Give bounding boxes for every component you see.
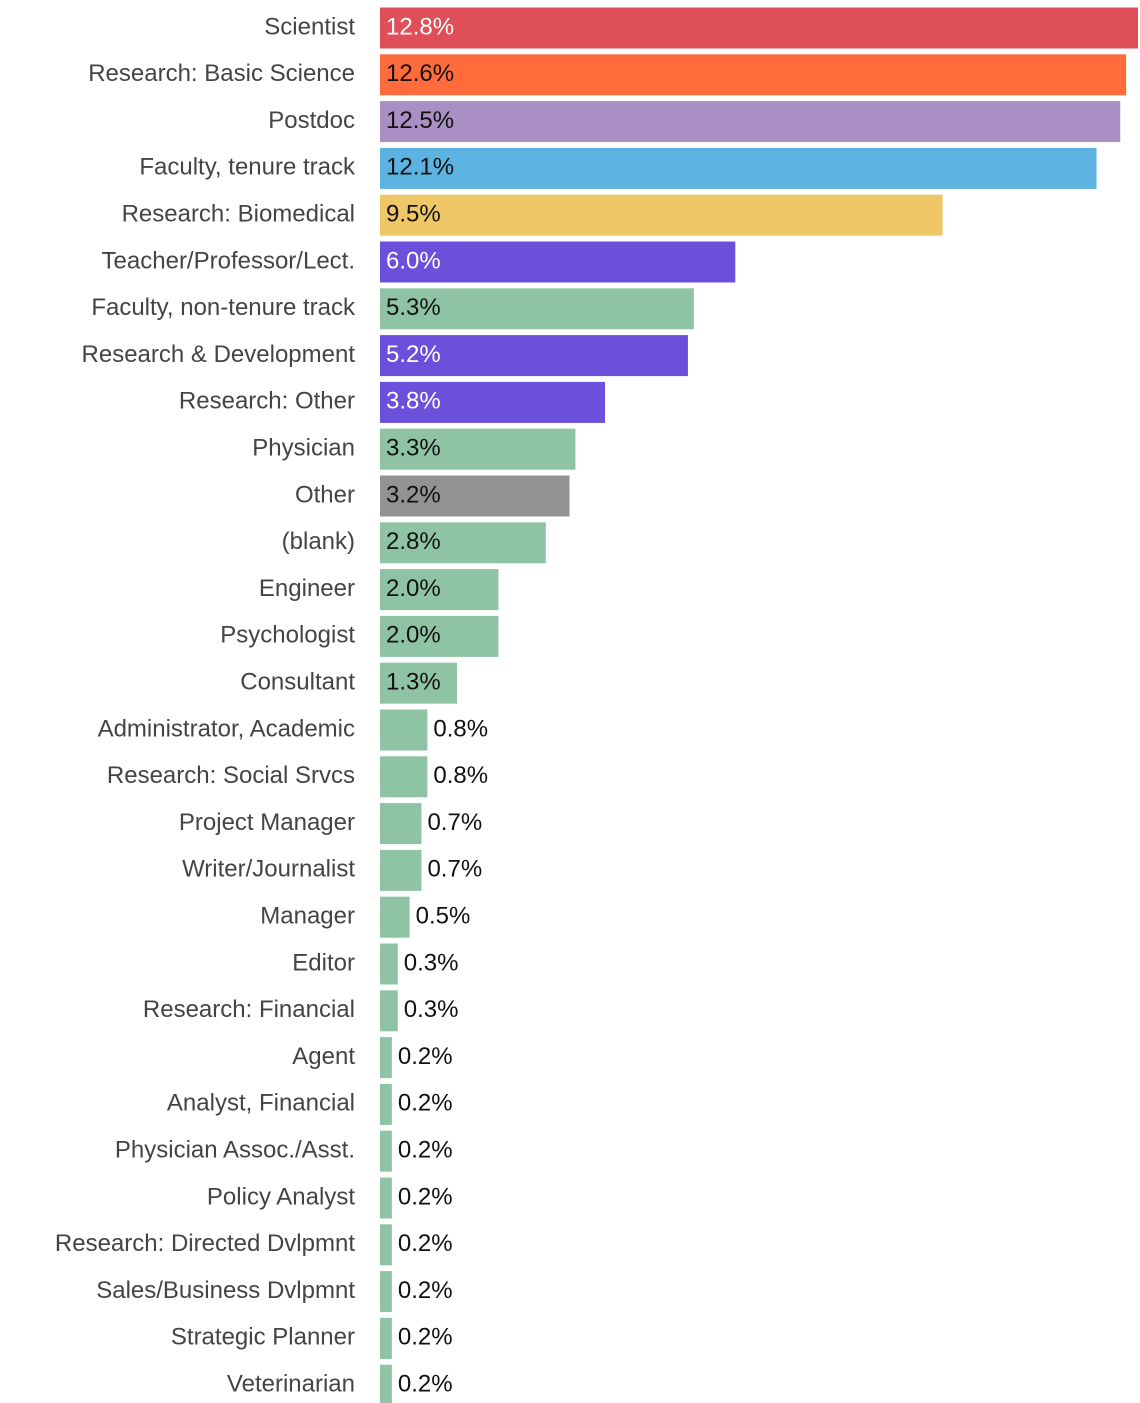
value-label: 0.2% xyxy=(398,1183,453,1210)
category-label: Research: Financial xyxy=(143,996,355,1023)
category-label: Research: Other xyxy=(179,388,355,415)
category-label: Physician Assoc./Asst. xyxy=(115,1137,355,1164)
bar xyxy=(380,1177,392,1219)
bar xyxy=(380,428,576,470)
bar xyxy=(380,475,570,517)
category-label: Administrator, Academic xyxy=(98,715,355,742)
value-label: 2.0% xyxy=(386,622,441,649)
bar xyxy=(380,943,398,985)
bar xyxy=(380,1083,392,1125)
value-label: 0.8% xyxy=(433,762,488,789)
bar xyxy=(380,1271,392,1313)
bar xyxy=(380,194,943,236)
category-label: (blank) xyxy=(282,528,355,555)
bar xyxy=(380,569,499,611)
value-label: 0.5% xyxy=(416,903,471,930)
value-label: 0.2% xyxy=(398,1324,453,1351)
category-label: Research: Biomedical xyxy=(122,201,355,228)
bar xyxy=(380,54,1127,96)
category-label: Analyst, Financial xyxy=(167,1090,355,1117)
category-label: Research: Basic Science xyxy=(88,60,355,87)
category-label: Scientist xyxy=(264,13,355,40)
category-label: Manager xyxy=(260,903,355,930)
bar xyxy=(380,335,688,377)
value-label: 5.3% xyxy=(386,294,441,321)
bar xyxy=(380,7,1138,49)
value-label: 12.5% xyxy=(386,107,454,134)
category-label: Writer/Journalist xyxy=(182,856,355,883)
bar xyxy=(380,381,606,423)
value-label: 0.7% xyxy=(427,809,482,836)
value-label: 9.5% xyxy=(386,201,441,228)
bar xyxy=(380,522,546,564)
value-label: 12.8% xyxy=(386,13,454,40)
category-label: Agent xyxy=(292,1043,355,1070)
value-label: 0.3% xyxy=(404,949,459,976)
category-label: Consultant xyxy=(240,669,355,696)
value-label: 0.2% xyxy=(398,1137,453,1164)
category-label: Teacher/Professor/Lect. xyxy=(102,247,355,274)
category-label: Research & Development xyxy=(82,341,356,368)
category-label: Faculty, non-tenure track xyxy=(91,294,356,321)
category-label: Other xyxy=(295,481,355,508)
value-label: 12.6% xyxy=(386,60,454,87)
category-label: Sales/Business Dvlpmnt xyxy=(96,1277,355,1304)
bar xyxy=(380,241,736,283)
category-label: Research: Social Srvcs xyxy=(107,762,355,789)
bar xyxy=(380,1130,392,1172)
category-label: Research: Directed Dvlpmnt xyxy=(55,1230,355,1257)
value-label: 0.2% xyxy=(398,1230,453,1257)
value-label: 0.2% xyxy=(398,1371,453,1398)
value-label: 1.3% xyxy=(386,669,441,696)
category-label: Postdoc xyxy=(268,107,355,134)
value-label: 6.0% xyxy=(386,247,441,274)
bar xyxy=(380,1224,392,1266)
bar xyxy=(380,990,398,1032)
category-label: Psychologist xyxy=(220,622,355,649)
value-label: 2.0% xyxy=(386,575,441,602)
bar xyxy=(380,147,1097,189)
bar xyxy=(380,662,457,704)
bar xyxy=(380,288,694,330)
value-label: 0.8% xyxy=(433,715,488,742)
bar xyxy=(380,1364,392,1403)
value-label: 0.7% xyxy=(427,856,482,883)
bar xyxy=(380,101,1121,143)
bar xyxy=(380,803,422,845)
bar xyxy=(380,1317,392,1359)
category-label: Physician xyxy=(252,435,355,462)
value-label: 0.3% xyxy=(404,996,459,1023)
bar xyxy=(380,896,410,938)
value-label: 0.2% xyxy=(398,1043,453,1070)
category-label: Engineer xyxy=(259,575,355,602)
bar xyxy=(380,615,499,657)
value-label: 12.1% xyxy=(386,154,454,181)
bar xyxy=(380,756,428,798)
value-label: 3.2% xyxy=(386,481,441,508)
bar xyxy=(380,1037,392,1079)
bar xyxy=(380,709,428,751)
value-label: 0.2% xyxy=(398,1090,453,1117)
category-label: Editor xyxy=(292,949,355,976)
category-label: Policy Analyst xyxy=(207,1183,355,1210)
category-label: Strategic Planner xyxy=(171,1324,355,1351)
category-label: Faculty, tenure track xyxy=(139,154,356,181)
value-label: 3.8% xyxy=(386,388,441,415)
value-label: 2.8% xyxy=(386,528,441,555)
bar xyxy=(380,849,422,891)
category-label: Veterinarian xyxy=(227,1371,355,1398)
value-label: 5.2% xyxy=(386,341,441,368)
category-label: Project Manager xyxy=(179,809,355,836)
value-label: 3.3% xyxy=(386,435,441,462)
value-label: 0.2% xyxy=(398,1277,453,1304)
